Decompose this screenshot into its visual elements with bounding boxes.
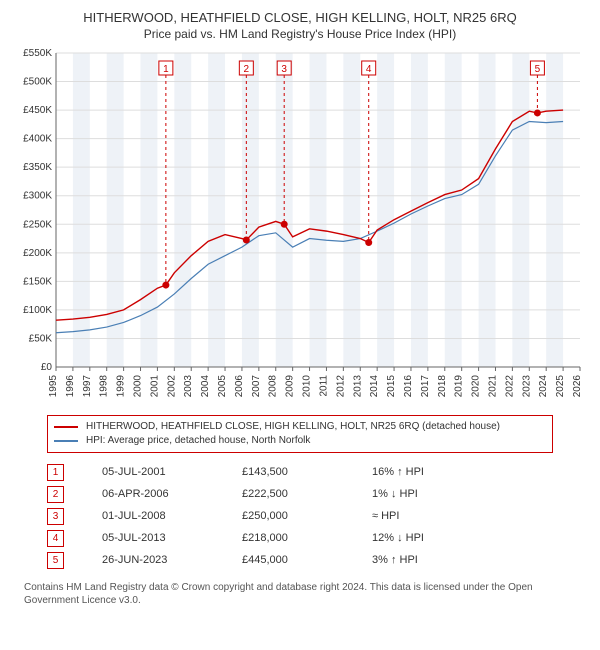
cell-price: £222,500 [242,488,372,500]
cell-pct: ≈ HPI [372,510,502,522]
svg-text:2000: 2000 [133,375,144,398]
chart-title: HITHERWOOD, HEATHFIELD CLOSE, HIGH KELLI… [12,10,588,25]
svg-text:2024: 2024 [538,375,549,398]
svg-text:2003: 2003 [183,375,194,398]
svg-text:£100K: £100K [23,305,52,316]
svg-text:2022: 2022 [504,375,515,398]
table-row: 3 01-JUL-2008£250,000≈ HPI [47,505,553,527]
svg-text:£50K: £50K [29,333,53,344]
cell-pct: 1% ↓ HPI [372,488,502,500]
svg-text:2025: 2025 [555,375,566,398]
svg-text:1996: 1996 [65,375,76,398]
cell-date: 05-JUL-2013 [102,532,242,544]
chart-area: £0 £50K £100K £150K £200K £250K £300K £350K £400… [12,47,588,407]
svg-text:2016: 2016 [403,375,414,398]
svg-text:2012: 2012 [335,375,346,398]
svg-text:2017: 2017 [420,375,431,398]
footnote-text: Contains HM Land Registry data © Crown c… [24,581,576,607]
cell-pct: 3% ↑ HPI [372,554,502,566]
svg-text:2026: 2026 [572,375,583,398]
svg-text:2019: 2019 [454,375,465,398]
svg-text:2020: 2020 [471,375,482,398]
svg-text:3: 3 [281,64,287,75]
table-row: 4 05-JUL-2013£218,00012% ↓ HPI [47,527,553,549]
svg-text:2021: 2021 [487,375,498,398]
svg-text:2001: 2001 [149,375,160,398]
svg-text:2015: 2015 [386,375,397,398]
svg-text:£250K: £250K [23,219,52,230]
legend-row: HPI: Average price, detached house, Nort… [54,434,546,448]
transactions-table: 1 05-JUL-2001£143,50016% ↑ HPI 2 06-APR-200… [47,461,553,571]
cell-price: £250,000 [242,510,372,522]
svg-text:2008: 2008 [268,375,279,398]
legend-row: HITHERWOOD, HEATHFIELD CLOSE, HIGH KELLI… [54,420,546,434]
marker-ref-box: 4 [47,530,64,547]
legend-swatch [54,440,78,442]
svg-text:2006: 2006 [234,375,245,398]
svg-text:1998: 1998 [99,375,110,398]
svg-text:4: 4 [366,64,372,75]
svg-text:1997: 1997 [82,375,93,398]
svg-text:2: 2 [244,64,250,75]
svg-text:2010: 2010 [302,375,313,398]
svg-text:£200K: £200K [23,248,52,259]
svg-text:2023: 2023 [521,375,532,398]
svg-text:£150K: £150K [23,276,52,287]
svg-text:£450K: £450K [23,105,52,116]
svg-text:1999: 1999 [116,375,127,398]
svg-text:2018: 2018 [437,375,448,398]
svg-text:2004: 2004 [200,375,211,398]
cell-pct: 12% ↓ HPI [372,532,502,544]
svg-text:5: 5 [535,64,541,75]
svg-text:2002: 2002 [166,375,177,398]
cell-date: 06-APR-2006 [102,488,242,500]
svg-text:£500K: £500K [23,77,52,88]
marker-ref-box: 3 [47,508,64,525]
svg-text:£400K: £400K [23,134,52,145]
svg-text:£300K: £300K [23,191,52,202]
marker-ref-box: 2 [47,486,64,503]
svg-text:2014: 2014 [369,375,380,398]
table-row: 1 05-JUL-2001£143,50016% ↑ HPI [47,461,553,483]
svg-text:£350K: £350K [23,162,52,173]
line-chart-svg: £0 £50K £100K £150K £200K £250K £300K £350K £400… [12,47,588,407]
svg-text:1995: 1995 [48,375,59,398]
svg-text:£550K: £550K [23,48,52,59]
cell-price: £218,000 [242,532,372,544]
legend-box: HITHERWOOD, HEATHFIELD CLOSE, HIGH KELLI… [47,415,553,453]
marker-ref-box: 5 [47,552,64,569]
marker-ref-box: 1 [47,464,64,481]
svg-text:2007: 2007 [251,375,262,398]
svg-text:2005: 2005 [217,375,228,398]
chart-container: HITHERWOOD, HEATHFIELD CLOSE, HIGH KELLI… [0,0,600,619]
legend-label: HITHERWOOD, HEATHFIELD CLOSE, HIGH KELLI… [86,420,500,434]
svg-text:1: 1 [163,64,169,75]
cell-price: £445,000 [242,554,372,566]
cell-pct: 16% ↑ HPI [372,466,502,478]
svg-text:2011: 2011 [318,375,329,397]
svg-text:£0: £0 [41,362,53,373]
legend-swatch [54,426,78,428]
cell-date: 05-JUL-2001 [102,466,242,478]
table-row: 5 26-JUN-2023£445,0003% ↑ HPI [47,549,553,571]
svg-text:2009: 2009 [285,375,296,398]
table-row: 2 06-APR-2006£222,5001% ↓ HPI [47,483,553,505]
chart-subtitle: Price paid vs. HM Land Registry's House … [12,27,588,41]
svg-text:2013: 2013 [352,375,363,398]
legend-label: HPI: Average price, detached house, Nort… [86,434,310,448]
cell-date: 01-JUL-2008 [102,510,242,522]
cell-price: £143,500 [242,466,372,478]
cell-date: 26-JUN-2023 [102,554,242,566]
